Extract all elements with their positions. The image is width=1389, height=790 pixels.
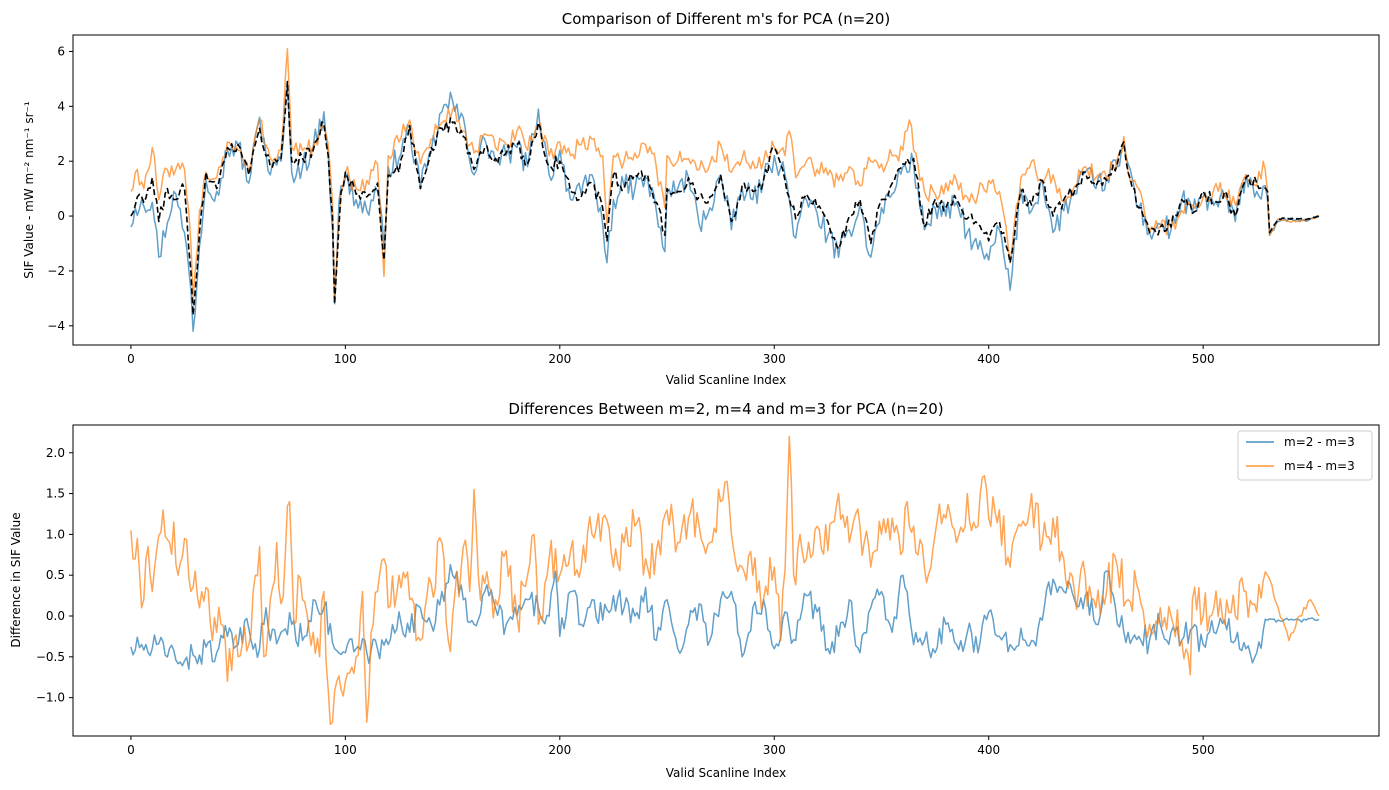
y-tick-label: 0.5: [46, 568, 65, 582]
x-tick-label: 400: [977, 352, 1000, 366]
y-tick-label: 0: [57, 209, 65, 223]
y-tick-label: −4: [47, 319, 65, 333]
x-tick-label: 100: [334, 743, 357, 757]
y-tick-label: 6: [57, 44, 65, 58]
y-tick-label: 1.5: [46, 487, 65, 501]
y-tick-label: 2.0: [46, 446, 65, 460]
series-line-m-2-m-3: [130, 563, 1320, 670]
bottom-x-axis-label: Valid Scanline Index: [666, 766, 786, 780]
y-tick-label: −1.0: [36, 691, 65, 705]
top-chart: Comparison of Different m's for PCA (n=2…: [22, 10, 1380, 387]
legend: m=2 - m=3 m=4 - m=3: [1237, 430, 1373, 481]
bottom-axes-frame: [72, 424, 1380, 737]
y-tick-label: −2: [47, 264, 65, 278]
x-tick-label: 500: [1192, 743, 1215, 757]
x-tick-label: 400: [977, 743, 1000, 757]
top-plot-area: [130, 47, 1320, 333]
top-x-axis: 0 100 200 300 400 500: [127, 345, 1215, 366]
x-tick-label: 300: [763, 743, 786, 757]
bottom-chart-title: Differences Between m=2, m=4 and m=3 for…: [508, 400, 943, 418]
bottom-plot-area: [130, 435, 1320, 726]
series-line-m-2: [130, 83, 1320, 333]
top-y-axis: −4 −2 0 2 4 6: [47, 44, 73, 333]
bottom-chart: Differences Between m=2, m=4 and m=3 for…: [9, 400, 1380, 780]
bottom-y-axis-label: Difference in SIF Value: [9, 512, 23, 647]
legend-box: [1237, 430, 1373, 481]
series-line-m-3: [130, 80, 1320, 316]
x-tick-label: 0: [127, 743, 135, 757]
y-tick-label: 4: [57, 99, 65, 113]
top-x-axis-label: Valid Scanline Index: [666, 373, 786, 387]
x-tick-label: 200: [548, 352, 571, 366]
bottom-x-axis: 0 100 200 300 400 500: [127, 736, 1215, 757]
top-axes-frame: [72, 34, 1380, 346]
legend-label-m4-m3: m=4 - m=3: [1284, 459, 1355, 473]
series-line-m-4-m-3: [130, 435, 1320, 726]
x-tick-label: 100: [334, 352, 357, 366]
legend-label-m2-m3: m=2 - m=3: [1284, 435, 1355, 449]
y-tick-label: 1.0: [46, 527, 65, 541]
top-chart-title: Comparison of Different m's for PCA (n=2…: [562, 10, 890, 28]
series-line-m-4: [130, 47, 1320, 302]
x-tick-label: 300: [763, 352, 786, 366]
x-tick-label: 0: [127, 352, 135, 366]
y-tick-label: 0.0: [46, 609, 65, 623]
y-tick-label: 2: [57, 154, 65, 168]
top-y-axis-label: SIF Value - mW m⁻² nm⁻¹ sr⁻¹: [22, 101, 36, 279]
y-tick-label: −0.5: [36, 650, 65, 664]
bottom-y-axis: −1.0 −0.5 0.0 0.5 1.0 1.5 2.0: [36, 446, 73, 705]
x-tick-label: 500: [1192, 352, 1215, 366]
x-tick-label: 200: [548, 743, 571, 757]
